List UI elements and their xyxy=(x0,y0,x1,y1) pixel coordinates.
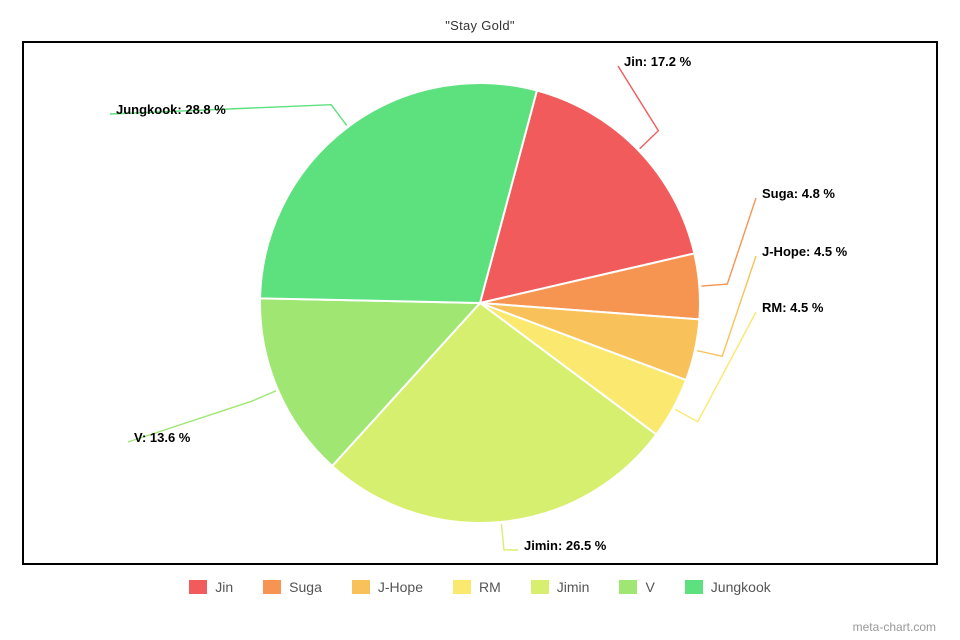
legend-label: Jungkook xyxy=(711,579,771,595)
legend-swatch xyxy=(619,580,637,594)
legend-swatch xyxy=(453,580,471,594)
legend-swatch xyxy=(352,580,370,594)
leader-line xyxy=(501,524,518,550)
legend-swatch xyxy=(189,580,207,594)
legend: Jin Suga J-Hope RM Jimin V Jungkook xyxy=(0,579,960,595)
legend-item-rm: RM xyxy=(453,579,501,595)
slice-label-jin: Jin: 17.2 % xyxy=(624,54,692,69)
legend-label: V xyxy=(645,579,654,595)
legend-item-suga: Suga xyxy=(263,579,322,595)
slice-label-v: V: 13.6 % xyxy=(134,430,191,445)
legend-item-jungkook: Jungkook xyxy=(685,579,771,595)
legend-label: Jimin xyxy=(557,579,590,595)
slice-label-rm: RM: 4.5 % xyxy=(762,300,824,315)
slice-label-jimin: Jimin: 26.5 % xyxy=(524,538,607,553)
chart-title: "Stay Gold" xyxy=(0,0,960,41)
legend-swatch xyxy=(531,580,549,594)
legend-label: RM xyxy=(479,579,501,595)
chart-container: Jin: 17.2 % Suga: 4.8 % J-Hope: 4.5 % RM: 4… xyxy=(22,41,938,565)
slice-label-jungkook: Jungkook: 28.8 % xyxy=(116,102,226,117)
legend-item-v: V xyxy=(619,579,654,595)
legend-item-jimin: Jimin xyxy=(531,579,590,595)
legend-item-j-hope: J-Hope xyxy=(352,579,423,595)
attribution: meta-chart.com xyxy=(853,620,936,634)
slice-label-j-hope: J-Hope: 4.5 % xyxy=(762,244,848,259)
slice-label-suga: Suga: 4.8 % xyxy=(762,186,835,201)
legend-swatch xyxy=(685,580,703,594)
legend-swatch xyxy=(263,580,281,594)
leader-line xyxy=(701,198,756,286)
leader-line xyxy=(697,256,756,356)
legend-label: Suga xyxy=(289,579,322,595)
legend-item-jin: Jin xyxy=(189,579,233,595)
legend-label: J-Hope xyxy=(378,579,423,595)
legend-label: Jin xyxy=(215,579,233,595)
pie-chart: Jin: 17.2 % Suga: 4.8 % J-Hope: 4.5 % RM: 4… xyxy=(24,43,936,559)
